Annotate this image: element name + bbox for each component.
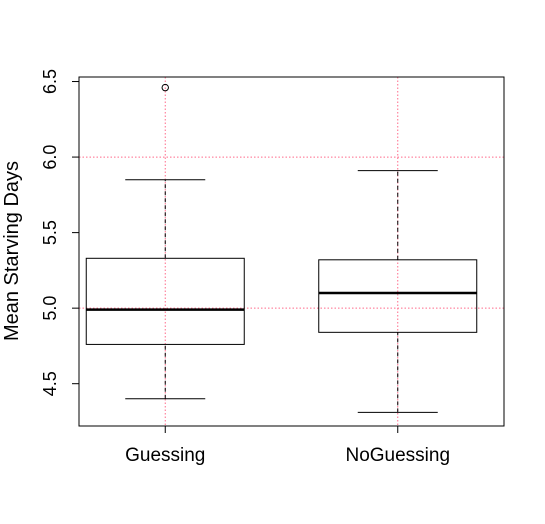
x-tick-label-guessing: Guessing (125, 445, 205, 466)
y-tick-label: 5.0 (40, 296, 60, 321)
y-axis-label: Mean Starving Days (1, 161, 23, 341)
y-tick-label: 5.5 (40, 220, 60, 245)
box-layer (85, 83, 478, 413)
box-iqr (85, 257, 245, 345)
grid-layer (79, 77, 504, 426)
y-axis: 4.5 5.0 5.5 6.0 6.5 (40, 69, 79, 396)
x-axis: Guessing NoGuessing (125, 426, 450, 466)
x-tick-label-noguessing: NoGuessing (345, 445, 450, 466)
plot-frame (78, 76, 505, 427)
box-noguessing (318, 170, 478, 413)
y-tick-label: 6.5 (40, 69, 60, 94)
y-tick-label: 4.5 (40, 371, 60, 396)
box-iqr (318, 259, 478, 333)
box-guessing (85, 83, 245, 400)
y-tick-label: 6.0 (40, 145, 60, 170)
outlier-point-0 (161, 83, 169, 92)
